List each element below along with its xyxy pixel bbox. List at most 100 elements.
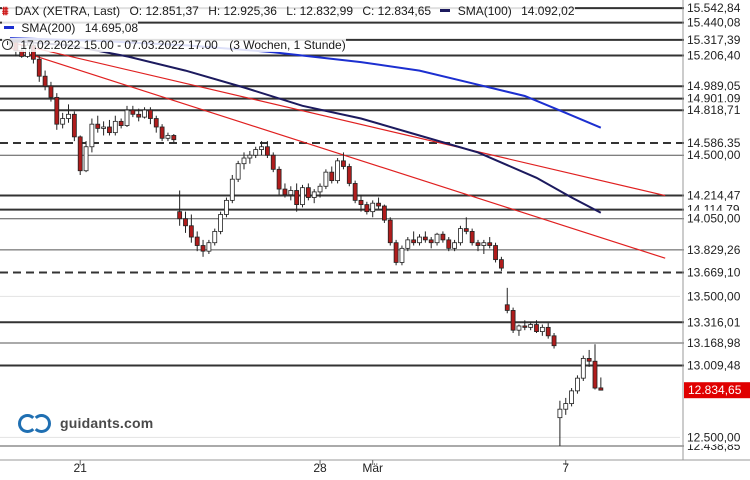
candle-body: [37, 59, 41, 76]
candle-body: [558, 409, 562, 417]
candle-body: [488, 243, 492, 246]
price-level-label: 13.669,10: [687, 265, 741, 279]
candle-body: [312, 192, 316, 198]
candle-body: [599, 388, 603, 390]
candle-body: [283, 189, 287, 195]
candle-body: [107, 127, 111, 133]
candle-body: [324, 172, 328, 186]
candle-body: [236, 164, 240, 180]
candle-body: [429, 240, 433, 243]
candle-body: [418, 237, 422, 243]
sma100-label: SMA(100): [458, 4, 512, 18]
candle-body: [388, 220, 392, 243]
candle-body: [470, 231, 474, 242]
candle-body: [178, 212, 182, 219]
candlestick-icon: ⩩: [2, 4, 8, 18]
candle-body: [476, 243, 480, 246]
candle-body: [102, 127, 106, 128]
candle-body: [494, 246, 498, 260]
price-level-label: 13.009,48: [687, 359, 741, 373]
candle-body: [423, 237, 427, 240]
candle-body: [172, 135, 176, 139]
price-level-label: 15.206,40: [687, 49, 741, 63]
price-level-label: 14.818,71: [687, 103, 741, 117]
candle-body: [482, 243, 486, 246]
candle-body: [575, 378, 579, 391]
clock-icon: [2, 39, 13, 50]
candle-body: [242, 158, 246, 164]
candle-body: [400, 248, 404, 262]
candle-body: [49, 86, 53, 97]
sma100-value: 14.092,02: [521, 4, 574, 18]
candle-body: [441, 234, 445, 240]
candle-body: [201, 246, 205, 252]
candle-body: [90, 124, 94, 147]
candle-body: [184, 219, 188, 226]
sma200-value: 14.695,08: [85, 21, 138, 35]
sma100-swatch: [440, 9, 450, 12]
candle-body: [564, 404, 568, 410]
candle-body: [230, 179, 234, 200]
candle-body: [131, 110, 135, 114]
candle-body: [353, 183, 357, 200]
candle-body: [195, 237, 199, 245]
price-level-label: 15.542,84: [687, 1, 741, 15]
price-level-label: 14.214,47: [687, 189, 741, 203]
candle-body: [499, 260, 503, 268]
candle-body: [254, 150, 258, 156]
candle-body: [359, 200, 363, 204]
price-level-label: 13.316,01: [687, 315, 741, 329]
price-level-label: 13.168,98: [687, 336, 741, 350]
low-value: L: 12.832,99: [286, 4, 353, 18]
instrument-name: DAX (XETRA, Last): [15, 4, 120, 18]
candle-body: [517, 326, 521, 330]
candle-body: [289, 190, 293, 194]
candle-body: [166, 135, 170, 138]
candle-body: [394, 243, 398, 263]
candle-body: [365, 205, 369, 212]
candle-body: [458, 229, 462, 243]
legend-period-row: 17.02.2022 15.00 - 07.03.2022 17.00 (3 W…: [2, 38, 346, 52]
candle-body: [523, 326, 527, 327]
candle-body: [306, 188, 310, 198]
x-tick-label: 28: [313, 461, 327, 475]
candle-body: [260, 147, 264, 150]
candle-body: [295, 190, 299, 204]
price-level-label: 14.500,00: [687, 148, 741, 162]
candle-body: [248, 155, 252, 158]
candle-body: [581, 358, 585, 378]
candle-body: [552, 336, 556, 346]
guidants-logo-icon: [18, 412, 54, 434]
y-tick-label: 12.500,00: [687, 430, 741, 444]
candle-body: [72, 114, 76, 137]
sma200-swatch: [4, 26, 14, 29]
candle-body: [336, 161, 340, 181]
candle-body: [189, 226, 193, 237]
candle-body: [78, 137, 82, 171]
candle-body: [125, 110, 129, 126]
candle-body: [207, 243, 211, 251]
candle-body: [265, 147, 269, 155]
candle-body: [224, 200, 228, 214]
x-tick-label: Mär: [362, 461, 383, 475]
candle-body: [529, 325, 533, 328]
candle-body: [67, 114, 71, 118]
candle-body: [341, 161, 345, 167]
candle-body: [371, 203, 375, 211]
legend-ohlc-row: ⩩ DAX (XETRA, Last) O: 12.851,37 H: 12.9…: [2, 4, 575, 18]
x-tick-label: 21: [74, 461, 88, 475]
price-level-label: 14.050,00: [687, 212, 741, 226]
candle-body: [113, 121, 117, 132]
candle-body: [43, 76, 47, 86]
candle-body: [505, 305, 509, 311]
candle-body: [271, 155, 275, 169]
candle-body: [119, 121, 123, 125]
candle-body: [160, 127, 164, 138]
candle-body: [61, 119, 65, 125]
candle-body: [137, 114, 141, 117]
candle-body: [587, 358, 591, 361]
candle-body: [593, 361, 597, 388]
close-value: C: 12.834,65: [362, 4, 431, 18]
candle-body: [377, 203, 381, 206]
candle-body: [447, 240, 451, 248]
